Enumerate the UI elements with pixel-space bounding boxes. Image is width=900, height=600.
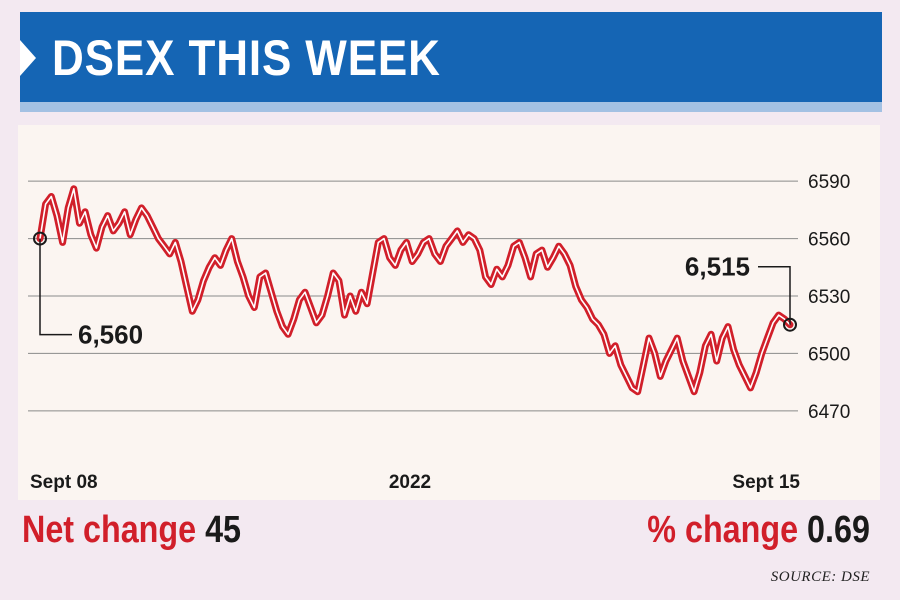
x-axis-ticks: Sept 08 2022 Sept 15 (30, 472, 800, 493)
callouts: 6,560 6,515 (33, 231, 797, 350)
percent-change: % change 0.69 (647, 508, 870, 552)
percent-change-value: 0.69 (807, 509, 870, 551)
net-change-label: Net change (22, 509, 197, 551)
title-banner (20, 12, 882, 102)
end-callout-leader (758, 265, 791, 325)
end-point-marker (783, 317, 797, 332)
y-tick-label: 6530 (808, 287, 850, 308)
banner-underline (20, 102, 882, 112)
x-tick-label: 2022 (389, 472, 431, 493)
series-line-layer (36, 185, 794, 396)
chart-title: DSEX THIS WEEK (52, 30, 441, 86)
y-axis-ticks: 6590 6560 6530 6500 6470 (808, 172, 850, 423)
x-tick-label: Sept 15 (732, 472, 800, 493)
y-tick-label: 6470 (808, 402, 850, 423)
y-tick-label: 6560 (808, 230, 850, 251)
start-point-marker (33, 231, 47, 246)
chart-panel: 6590 6560 6530 6500 6470 6,560 6,515 Sept 08 2… (18, 125, 880, 500)
line-chart: 6590 6560 6530 6500 6470 6,560 6,515 Sept 08 2… (28, 172, 850, 493)
end-value-label: 6,515 (685, 252, 750, 282)
source-note: SOURCE: DSE (770, 569, 870, 585)
start-value-label: 6,560 (78, 320, 143, 350)
net-change: Net change 45 (22, 508, 241, 552)
start-callout-leader (39, 238, 72, 336)
series-line (36, 185, 794, 396)
y-tick-label: 6500 (808, 344, 850, 365)
y-tick-label: 6590 (808, 172, 850, 193)
x-tick-label: Sept 08 (30, 472, 98, 493)
series-line-highlight (39, 188, 791, 393)
banner-tab-marker (20, 40, 36, 76)
net-change-value: 45 (205, 509, 242, 551)
percent-change-label: % change (647, 509, 799, 551)
